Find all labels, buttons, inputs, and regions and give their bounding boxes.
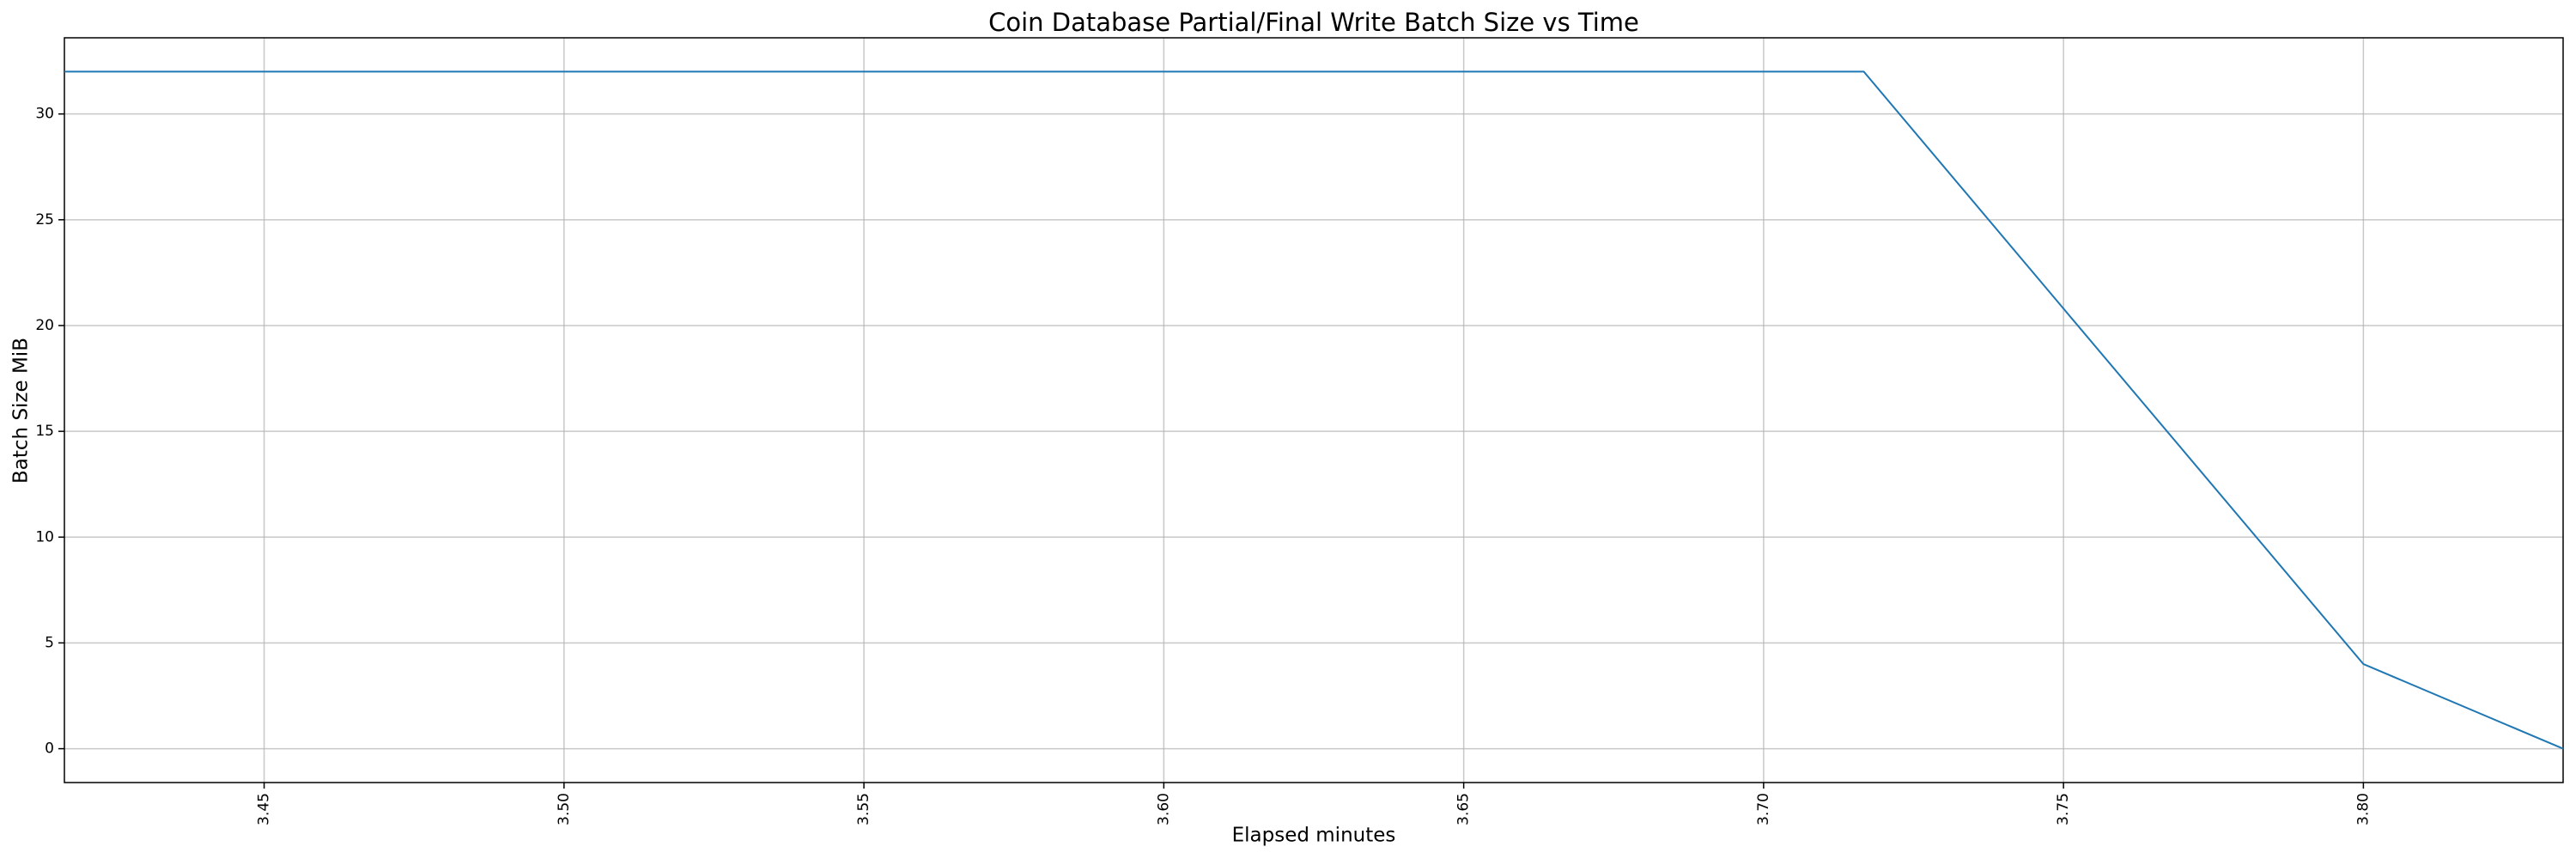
y-tick-label: 30 <box>35 106 54 123</box>
plot-frame <box>64 37 2564 783</box>
y-tick-label: 25 <box>35 211 54 228</box>
line-series <box>64 70 2564 750</box>
x-tick-label: 3.70 <box>1755 793 1772 825</box>
y-axis-label: Batch Size MiB <box>10 338 33 484</box>
x-tick-label: 3.50 <box>556 793 573 825</box>
x-tick-label: 3.65 <box>1455 793 1473 825</box>
x-tick-label: 3.45 <box>256 793 273 825</box>
y-tick-label: 20 <box>35 317 54 334</box>
y-tick-label: 15 <box>35 423 54 440</box>
x-tick-label: 3.75 <box>2055 793 2072 825</box>
x-tick-label: 3.60 <box>1155 793 1172 825</box>
chart-title: Coin Database Partial/Final Write Batch … <box>988 8 1639 37</box>
x-tick-label: 3.80 <box>2354 793 2372 825</box>
x-axis-label: Elapsed minutes <box>1232 825 1396 847</box>
x-tick-label: 3.55 <box>855 793 872 825</box>
y-tick-label: 5 <box>45 634 54 651</box>
y-tick-label: 0 <box>45 740 54 758</box>
y-tick-label: 10 <box>35 528 54 545</box>
